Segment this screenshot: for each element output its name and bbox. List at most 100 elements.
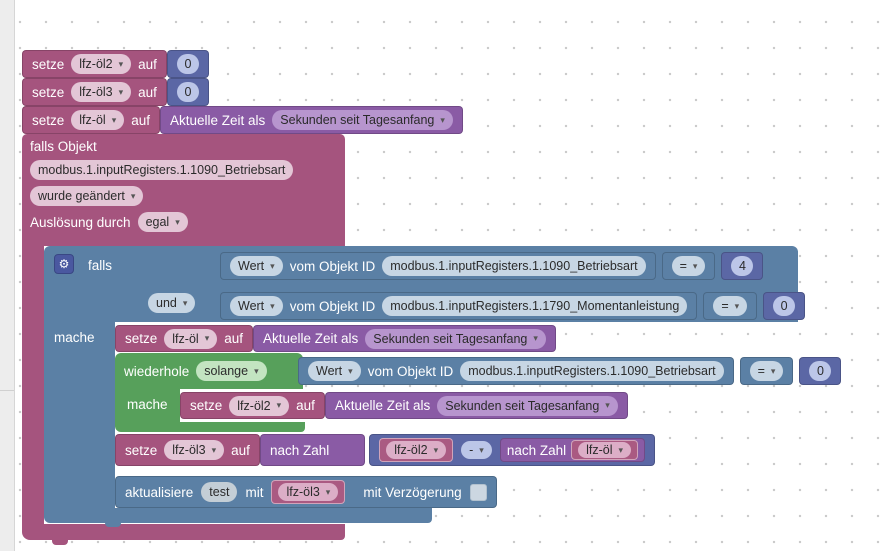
time-label: Aktuelle Zeit als xyxy=(170,112,266,128)
trigger-on-change-block[interactable]: falls Objekt modbus.1.inputRegisters.1.1… xyxy=(22,134,345,246)
time-block[interactable]: Aktuelle Zeit als Sekunden seit Tagesanf… xyxy=(160,106,463,134)
number-block[interactable]: 0 xyxy=(763,292,806,320)
repeat-label: wiederhole xyxy=(124,363,190,379)
setze-label: setze xyxy=(125,331,158,346)
setze-label: setze xyxy=(32,112,65,128)
variable-dropdown[interactable]: lfz-öl2 xyxy=(229,395,290,416)
do-label: mache xyxy=(54,330,95,345)
time-format-dropdown[interactable]: Sekunden seit Tagesanfang xyxy=(272,110,453,130)
math-operator-dropdown[interactable]: - xyxy=(461,441,492,459)
number-field[interactable]: 0 xyxy=(176,82,199,102)
variable-block[interactable]: lfz-öl3 xyxy=(271,480,346,504)
block-set-var-ol3[interactable]: setze lfz-öl3 auf 0 xyxy=(22,78,209,106)
loop-do-label: mache xyxy=(127,397,168,412)
setze-label: setze xyxy=(32,56,65,72)
condition-2[interactable]: Wert vom Objekt ID modbus.1.inputRegiste… xyxy=(220,292,806,320)
number-field[interactable]: 4 xyxy=(731,256,754,276)
loop-mode-dropdown[interactable]: solange xyxy=(196,361,267,381)
auf-label: auf xyxy=(296,398,315,413)
block-set-var-ol[interactable]: setze lfz-öl auf Aktuelle Zeit als Sekun… xyxy=(22,106,463,134)
loop-block-spine[interactable] xyxy=(115,389,180,422)
arithmetic-block[interactable]: lfz-öl2 - nach Zahl lfz-öl xyxy=(369,434,656,466)
number-block[interactable]: 0 xyxy=(166,50,209,78)
and-dropdown[interactable]: und xyxy=(148,293,196,313)
if-block-bottom[interactable] xyxy=(44,508,432,523)
wert-dropdown[interactable]: Wert xyxy=(308,361,361,381)
operator-dropdown[interactable]: = xyxy=(749,361,784,381)
auf-label: auf xyxy=(131,112,150,128)
to-number-block-2[interactable]: nach Zahl lfz-öl xyxy=(499,438,646,462)
number-block[interactable]: 0 xyxy=(166,78,209,106)
if-label: falls xyxy=(88,258,113,273)
if-block-spine[interactable] xyxy=(44,322,115,508)
toolbox-edge[interactable] xyxy=(0,0,15,551)
variable-block[interactable]: lfz-öl2 xyxy=(379,438,454,462)
to-number-label: nach Zahl xyxy=(269,442,330,458)
block-set-var-ol2-inner[interactable]: setze lfz-öl2 auf Aktuelle Zeit als Seku… xyxy=(180,392,628,419)
wert-dropdown[interactable]: Wert xyxy=(230,296,283,316)
block-update-state[interactable]: aktualisiere test mit lfz-öl3 mit Verzög… xyxy=(115,476,497,508)
delay-label: mit Verzögerung xyxy=(363,484,462,500)
variable-dropdown[interactable]: lfz-öl3 xyxy=(164,440,225,460)
number-field[interactable]: 0 xyxy=(809,361,832,381)
time-label: Aktuelle Zeit als xyxy=(263,331,359,346)
variable-dropdown[interactable]: lfz-öl2 xyxy=(71,54,132,74)
loop-block-bottom[interactable] xyxy=(115,422,305,432)
number-field[interactable]: 0 xyxy=(176,54,199,74)
number-field[interactable]: 0 xyxy=(773,296,796,316)
vom-objekt-id-label: vom Objekt ID xyxy=(289,258,376,274)
loop-block-header[interactable]: wiederhole solange xyxy=(115,353,303,389)
vom-objekt-id-label: vom Objekt ID xyxy=(367,363,454,379)
delay-checkbox[interactable] xyxy=(469,483,487,501)
variable-dropdown[interactable]: lfz-öl2 xyxy=(386,441,447,459)
to-number-label: nach Zahl xyxy=(506,442,567,458)
setze-label: setze xyxy=(125,442,158,458)
object-id-field[interactable]: modbus.1.inputRegisters.1.1790_Momentanl… xyxy=(382,296,688,316)
block-set-var-ol3-inner[interactable]: setze lfz-öl3 auf nach Zahl lfz-öl2 - na… xyxy=(115,434,656,466)
object-id-field[interactable]: modbus.1.inputRegisters.1.1090_Betriebsa… xyxy=(382,256,646,276)
object-id-field[interactable]: modbus.1.inputRegisters.1.1090_Betriebsa… xyxy=(460,361,724,381)
trigger-event-dropdown[interactable]: wurde geändert xyxy=(30,186,144,206)
time-block[interactable]: Aktuelle Zeit als Sekunden seit Tagesanf… xyxy=(324,392,628,419)
auf-label: auf xyxy=(231,442,250,458)
update-object-id-field[interactable]: test xyxy=(201,482,238,502)
time-format-dropdown[interactable]: Sekunden seit Tagesanfang xyxy=(437,395,618,416)
time-format-dropdown[interactable]: Sekunden seit Tagesanfang xyxy=(365,328,546,349)
wert-dropdown[interactable]: Wert xyxy=(230,256,283,276)
mit-label: mit xyxy=(245,484,264,500)
auf-label: auf xyxy=(138,84,157,100)
auf-label: auf xyxy=(138,56,157,72)
trigger-mode-dropdown[interactable]: egal xyxy=(137,212,188,232)
vom-objekt-id-label: vom Objekt ID xyxy=(289,298,376,314)
trigger-block-spine[interactable] xyxy=(22,246,44,524)
to-number-block[interactable]: nach Zahl xyxy=(259,434,366,466)
auf-label: auf xyxy=(224,331,243,346)
block-set-var-ol-inner[interactable]: setze lfz-öl auf Aktuelle Zeit als Sekun… xyxy=(115,325,556,352)
trigger-block-bottom[interactable] xyxy=(22,524,345,540)
variable-dropdown[interactable]: lfz-öl3 xyxy=(278,483,339,501)
time-block[interactable]: Aktuelle Zeit als Sekunden seit Tagesanf… xyxy=(253,325,556,352)
variable-dropdown[interactable]: lfz-öl xyxy=(578,442,632,458)
condition-1[interactable]: Wert vom Objekt ID modbus.1.inputRegiste… xyxy=(220,252,764,280)
variable-dropdown[interactable]: lfz-öl xyxy=(71,110,125,130)
number-block[interactable]: 0 xyxy=(799,357,842,385)
setze-label: setze xyxy=(190,398,223,413)
trigger-next-notch xyxy=(52,540,68,545)
variable-dropdown[interactable]: lfz-öl xyxy=(164,328,218,349)
mutator-gear-icon[interactable] xyxy=(54,254,74,274)
block-set-var-ol2[interactable]: setze lfz-öl2 auf 0 xyxy=(22,50,209,78)
loop-condition[interactable]: Wert vom Objekt ID modbus.1.inputRegiste… xyxy=(298,357,842,385)
if-next-notch xyxy=(105,522,121,527)
setze-label: setze xyxy=(32,84,65,100)
operator-dropdown[interactable]: = xyxy=(713,296,748,316)
update-label: aktualisiere xyxy=(125,484,194,500)
trigger-title: falls Objekt xyxy=(30,139,97,154)
variable-block[interactable]: lfz-öl xyxy=(571,440,639,460)
trigger-object-id-field[interactable]: modbus.1.inputRegisters.1.1090_Betriebsa… xyxy=(30,160,294,180)
number-block[interactable]: 4 xyxy=(721,252,764,280)
variable-dropdown[interactable]: lfz-öl3 xyxy=(71,82,132,102)
operator-dropdown[interactable]: = xyxy=(671,256,706,276)
toolbox-divider xyxy=(0,390,14,391)
time-label: Aktuelle Zeit als xyxy=(334,398,431,413)
